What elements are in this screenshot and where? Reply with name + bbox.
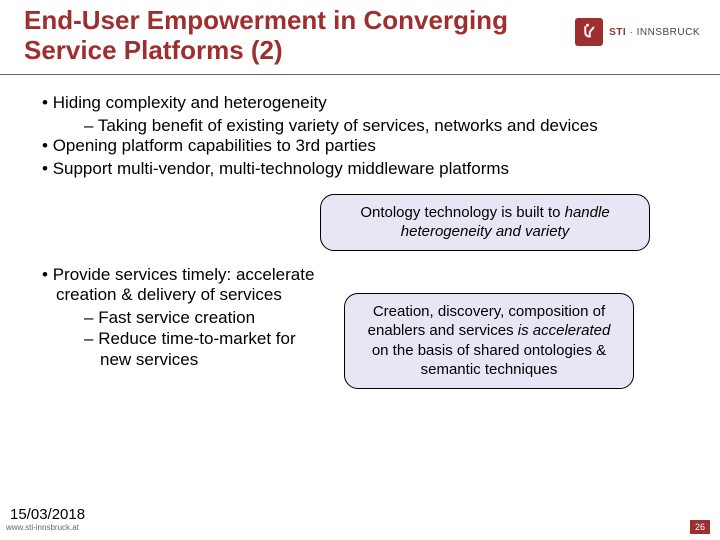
lower-bullet-1-2: Reduce time-to-market for new services [84,329,328,370]
bullet-1-1: Taking benefit of existing variety of se… [84,116,692,137]
page-number: 26 [690,520,710,534]
bullet-2: Opening platform capabilities to 3rd par… [42,136,692,157]
lower-bullet-1-1: Fast service creation [84,308,328,329]
footer: 15/03/2018 www.sti-innsbruck.at 26 [10,506,710,534]
slide-header: End-User Empowerment in Converging Servi… [0,0,720,75]
slide-title: End-User Empowerment in Converging Servi… [24,6,574,66]
bullet-1: Hiding complexity and heterogeneity [42,93,692,114]
callout-accelerated: Creation, discovery, composition of enab… [344,293,634,389]
lower-bullet-1: Provide services timely: accelerate crea… [42,265,328,306]
logo-text: STI · INNSBRUCK [609,27,700,38]
bullet-3: Support multi-vendor, multi-technology m… [42,159,692,180]
lower-row: Provide services timely: accelerate crea… [0,251,720,389]
logo-icon [575,18,603,46]
lower-bullets: Provide services timely: accelerate crea… [28,265,328,371]
logo: STI · INNSBRUCK [575,18,700,46]
callout-ontology: Ontology technology is built to handle h… [320,194,650,251]
footer-date: 15/03/2018 [10,506,85,523]
footer-url: www.sti-innsbruck.at [6,523,85,532]
bullet-block: Hiding complexity and heterogeneity Taki… [0,75,720,180]
